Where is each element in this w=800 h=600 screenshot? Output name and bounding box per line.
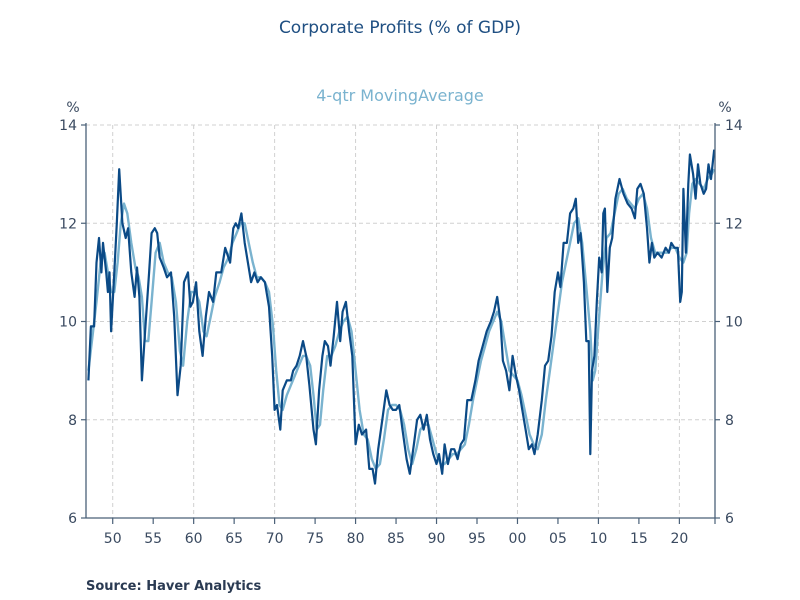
series-line-corporate-profits [87, 149, 716, 485]
x-tick-label: 55 [144, 531, 162, 547]
x-tick-label: 00 [509, 531, 527, 547]
right-y-tick-label: 14 [725, 118, 743, 134]
x-tick-label: 05 [549, 531, 567, 547]
x-tick-label: 20 [670, 531, 688, 547]
left-y-tick-label: 6 [68, 511, 77, 527]
left-y-tick-label: 8 [68, 413, 77, 429]
left-y-tick-label: 12 [59, 216, 77, 232]
x-tick-label: 70 [266, 531, 284, 547]
x-tick-label: 95 [468, 531, 486, 547]
x-tick-label: 80 [347, 531, 365, 547]
source-note: Source: Haver Analytics [86, 579, 262, 594]
x-tick-label: 75 [306, 531, 324, 547]
left-y-tick-label: 10 [59, 315, 77, 331]
right-y-axis-unit: % [718, 100, 731, 116]
x-tick-label: 50 [104, 531, 122, 547]
x-tick-label: 65 [225, 531, 243, 547]
chart-title: Corporate Profits (% of GDP) [278, 18, 522, 38]
x-tick-label: 15 [630, 531, 648, 547]
right-y-tick-label: 8 [725, 413, 734, 429]
chart-subtitle: 4-qtr MovingAverage [316, 86, 484, 105]
right-y-tick-label: 10 [725, 315, 743, 331]
x-tick-label: 10 [590, 531, 608, 547]
x-tick-label: 85 [387, 531, 405, 547]
ticks: 6 6 8 8 10 10 12 12 14 14 50 55 60 65 70 75 80 85 90 95 00 05… [59, 118, 743, 547]
x-tick-label: 90 [428, 531, 446, 547]
right-y-tick-label: 6 [725, 511, 734, 527]
right-y-tick-label: 12 [725, 216, 743, 232]
left-y-axis-unit: % [66, 100, 79, 116]
left-y-tick-label: 14 [59, 118, 77, 134]
series-layer [87, 149, 716, 485]
x-tick-label: 60 [185, 531, 203, 547]
axes: % % [66, 100, 732, 519]
